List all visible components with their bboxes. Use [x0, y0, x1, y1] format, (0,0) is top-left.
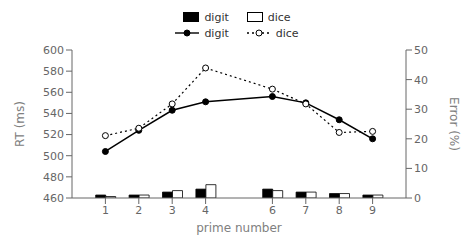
- svg-text:600: 600: [43, 44, 64, 57]
- html-text:digit: digit: [204, 10, 229, 24]
- svg-text:Error (%): Error (%): [447, 97, 461, 151]
- svg-text:9: 9: [369, 204, 376, 217]
- svg-text:30: 30: [414, 103, 428, 116]
- svg-text:6: 6: [269, 204, 276, 217]
- html-text:digit: digit: [204, 26, 229, 40]
- html-text:dice: dice: [267, 10, 291, 24]
- svg-text:520: 520: [43, 128, 64, 141]
- svg-text:560: 560: [43, 86, 64, 99]
- svg-text:480: 480: [43, 171, 64, 184]
- svg-text:40: 40: [414, 74, 428, 87]
- svg-text:8: 8: [336, 204, 343, 217]
- svg-text:prime number: prime number: [196, 221, 282, 235]
- svg-text:7: 7: [302, 204, 309, 217]
- svg-text:RT (ms): RT (ms): [13, 101, 27, 147]
- html-text:dice: dice: [275, 26, 299, 40]
- svg-text:20: 20: [414, 133, 428, 146]
- svg-text:500: 500: [43, 150, 64, 163]
- svg-text:50: 50: [414, 44, 428, 57]
- svg-text:580: 580: [43, 65, 64, 78]
- svg-text:460: 460: [43, 192, 64, 205]
- svg-text:1: 1: [102, 204, 109, 217]
- svg-text:2: 2: [135, 204, 142, 217]
- svg-text:0: 0: [414, 192, 421, 205]
- svg-text:4: 4: [202, 204, 209, 217]
- svg-text:540: 540: [43, 107, 64, 120]
- svg-text:3: 3: [169, 204, 176, 217]
- svg-text:10: 10: [414, 162, 428, 175]
